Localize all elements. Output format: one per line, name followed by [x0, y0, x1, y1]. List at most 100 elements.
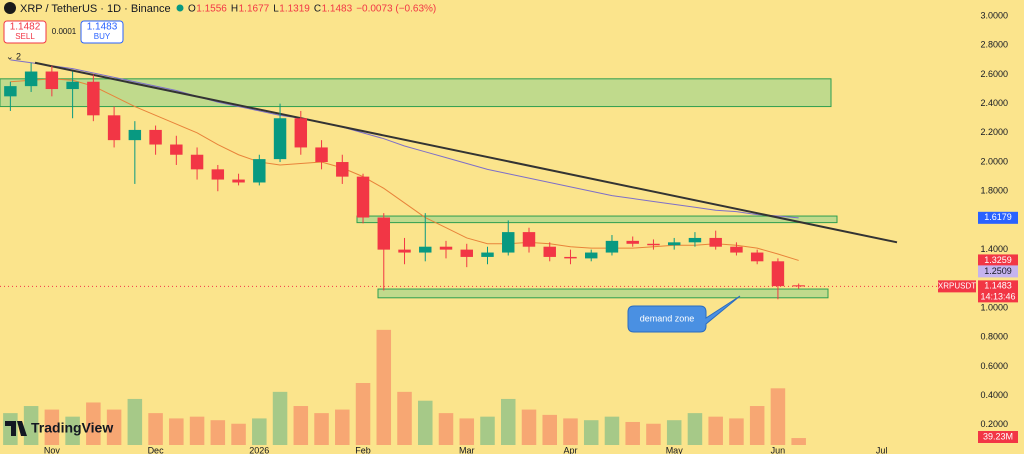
- candle-body: [750, 252, 764, 262]
- volume-bar: [729, 418, 744, 445]
- volume-bar: [480, 416, 495, 445]
- candle-body: [688, 237, 702, 243]
- ohlc-value: 1.1677: [239, 4, 270, 15]
- price-tag: [978, 254, 1018, 267]
- price-tag-label: 1.3259: [984, 255, 1012, 265]
- y-tick-label: 0.6000: [980, 361, 1008, 371]
- y-tick-label: 0.8000: [980, 332, 1008, 342]
- x-tick-label: Apr: [563, 445, 577, 454]
- volume-bar: [521, 409, 537, 445]
- candle-body: [107, 115, 121, 141]
- volume-bar: [65, 416, 80, 445]
- ticker-tag: [938, 280, 976, 293]
- candle-body: [66, 81, 79, 90]
- candle-body: [45, 71, 59, 90]
- volume-bar: [231, 423, 246, 445]
- ohlc-key: L: [273, 4, 279, 15]
- callout-text: demand zone: [640, 313, 695, 323]
- volume-bar: [272, 391, 288, 445]
- candle-body: [626, 240, 639, 244]
- symbol: XRP / TetherUS · 1D · Binance: [20, 3, 171, 15]
- coin-icon: [4, 2, 16, 14]
- volume-bar: [687, 413, 703, 445]
- volume-tag: [978, 431, 1018, 443]
- candle-body: [356, 176, 370, 218]
- volume-bar: [500, 398, 516, 445]
- ohlc-value: 1.1483: [322, 4, 353, 15]
- candle-body: [4, 86, 17, 97]
- ohlc-value: 1.1556: [196, 4, 227, 15]
- zone: [377, 288, 829, 299]
- indicator-count: 2: [16, 51, 21, 61]
- volume-bar: [625, 421, 640, 445]
- ohlc-legend: O 1.1556 H 1.1677 L 1.1319 C 1.1483: [188, 4, 353, 15]
- y-tick-label: 3.0000: [980, 10, 1008, 20]
- countdown-tag: [978, 291, 1018, 303]
- y-tick-label: 2.4000: [980, 98, 1008, 108]
- volume-bar: [708, 416, 723, 445]
- y-tick-label: 1.0000: [980, 302, 1008, 312]
- volume-bar: [418, 400, 433, 445]
- volume-bar: [604, 416, 620, 445]
- sell-price: 1.1482: [10, 22, 41, 33]
- candle-body: [460, 249, 473, 257]
- volume-bar: [210, 420, 226, 445]
- x-tick-label: Jun: [771, 445, 786, 454]
- moving-average: [10, 78, 799, 261]
- candle-body: [543, 246, 556, 257]
- x-tick-label: Dec: [148, 445, 165, 454]
- price-tag: [978, 265, 1018, 278]
- price-tag: [978, 280, 1018, 293]
- candle-body: [502, 232, 515, 253]
- buy-button[interactable]: [80, 20, 124, 44]
- volume-bar: [23, 406, 39, 445]
- candle-body: [522, 232, 536, 247]
- candle-body: [294, 118, 308, 148]
- volume-bar: [459, 418, 475, 445]
- x-tick-label: Feb: [355, 445, 371, 454]
- ohlc-key: H: [231, 4, 238, 15]
- candle-body: [647, 243, 660, 246]
- change: −0.0073 (−0.63%): [356, 4, 436, 15]
- volume-bar: [791, 438, 806, 445]
- candle-body: [211, 169, 225, 180]
- y-tick-label: 2.0000: [980, 156, 1008, 166]
- volume-bar: [335, 409, 350, 445]
- sell-button[interactable]: [3, 20, 47, 44]
- x-tick-label: Nov: [44, 445, 61, 454]
- volume-bar: [770, 388, 786, 445]
- zone: [0, 78, 832, 108]
- spread: 0.0001: [52, 27, 77, 36]
- volume-bar: [169, 418, 184, 445]
- candle-body: [336, 162, 349, 177]
- price-tag: [978, 211, 1018, 224]
- candle-body: [481, 252, 494, 257]
- volume-bar: [44, 409, 60, 445]
- volume-bar: [252, 418, 267, 445]
- price-tag-label: 1.6179: [984, 212, 1012, 222]
- trendline: [34, 61, 898, 244]
- volume-bar: [583, 420, 599, 445]
- candle-body: [792, 285, 805, 287]
- volume-bar: [86, 402, 101, 445]
- buy-label: BUY: [94, 32, 111, 41]
- y-tick-label: 2.2000: [980, 127, 1008, 137]
- volume-bar: [438, 413, 454, 445]
- indicator-toggle[interactable]: ⌄: [6, 51, 14, 61]
- volume-bar: [355, 383, 371, 445]
- y-tick-label: 0.2000: [980, 419, 1008, 429]
- candle-body: [149, 129, 162, 145]
- candle-body: [564, 256, 577, 259]
- y-tick-label: 1.4000: [980, 244, 1008, 254]
- candle-body: [232, 179, 245, 183]
- x-tick-label: May: [666, 445, 684, 454]
- candle-body: [377, 217, 390, 250]
- candle-body: [709, 237, 722, 247]
- candle-body: [253, 159, 266, 183]
- y-tick-label: 0.4000: [980, 390, 1008, 400]
- volume-bar: [563, 418, 578, 445]
- candle-body: [730, 246, 743, 253]
- buy-price: 1.1483: [87, 22, 118, 33]
- volume-bar: [148, 413, 163, 445]
